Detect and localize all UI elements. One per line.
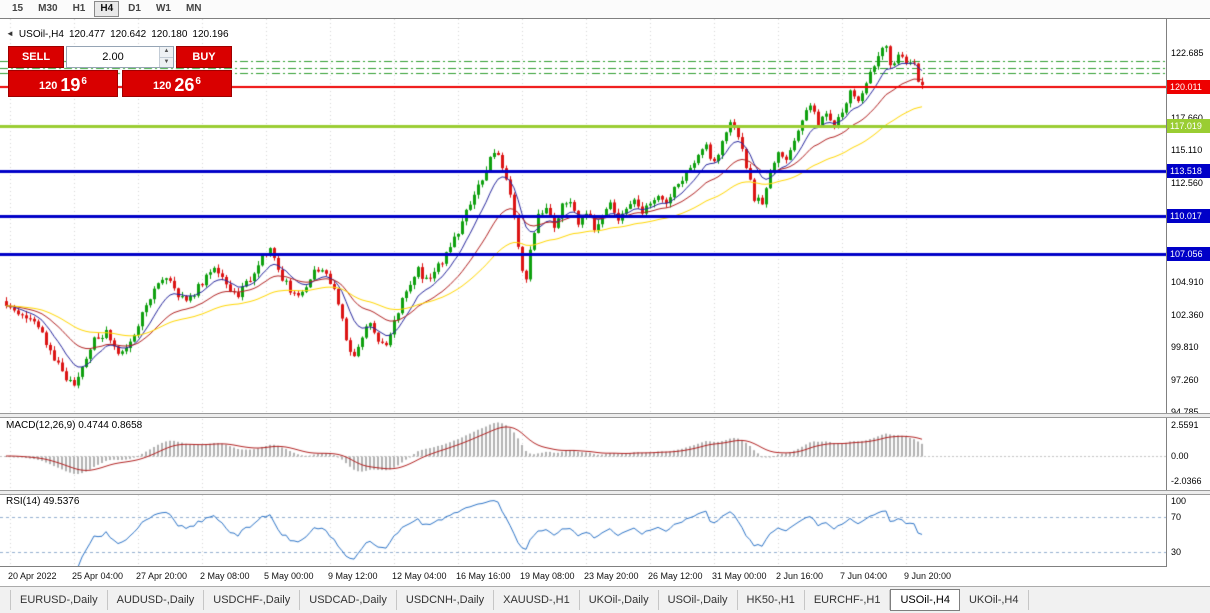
volume-spinner[interactable]: 2.00 ▲ ▼: [66, 46, 174, 68]
bid-price-point: 6: [81, 76, 87, 87]
ohlc-high: 120.642: [110, 29, 147, 40]
chart-symbol-title: USOil-,H4: [18, 29, 64, 40]
ohlc-low: 120.180: [151, 29, 188, 40]
macd-axis-tick: 0.00: [1171, 451, 1189, 461]
chart-tab-eurusd-daily[interactable]: EURUSD-,Daily: [10, 590, 108, 610]
price-axis-tick: 117.660: [1171, 113, 1203, 123]
price-level-badge[interactable]: 117.019: [1167, 119, 1210, 133]
macd-axis-tick: 2.5591: [1171, 420, 1199, 430]
chart-tab-hk50-h1[interactable]: HK50-,H1: [738, 590, 805, 610]
rsi-axis-tick: 30: [1171, 547, 1182, 557]
time-axis-label: 16 May 16:00: [456, 571, 511, 581]
chart-tab-usdcnh-daily[interactable]: USDCNH-,Daily: [397, 590, 495, 610]
price-level-badge[interactable]: 113.518: [1167, 164, 1210, 178]
timeframe-button-15[interactable]: 15: [12, 3, 24, 14]
time-axis-label: 9 May 12:00: [328, 571, 378, 581]
chart-tab-bar: EURUSD-,Daily AUDUSD-,Daily USDCHF-,Daily U…: [0, 586, 1210, 613]
volume-increase-icon[interactable]: ▲: [160, 47, 173, 58]
price-axis-tick: 99.810: [1171, 342, 1199, 352]
time-axis-label: 5 May 00:00: [264, 571, 314, 581]
time-axis-label: 25 Apr 04:00: [72, 571, 124, 581]
price-chart-canvas[interactable]: [0, 19, 1166, 567]
panel-divider[interactable]: [0, 413, 1210, 418]
time-axis-label: 2 May 08:00: [200, 571, 250, 581]
price-axis-tick: 112.560: [1171, 178, 1203, 188]
volume-spin-buttons: ▲ ▼: [159, 47, 173, 67]
rsi-axis-tick: 70: [1171, 512, 1182, 522]
chart-tab-audusd-daily[interactable]: AUDUSD-,Daily: [108, 590, 205, 610]
sell-price-box[interactable]: 120 19 6: [8, 70, 118, 97]
ask-price-main: 120: [153, 80, 172, 92]
price-axis: 122.685 117.660 115.110 112.560 104.910 102.3…: [1166, 19, 1210, 567]
timeframe-button-h4[interactable]: H4: [94, 1, 120, 17]
price-axis-tick: 104.910: [1171, 277, 1204, 287]
macd-axis-tick: -2.0366: [1171, 476, 1202, 486]
one-click-trade-panel: SELL 2.00 ▲ ▼ BUY 120 19 6 120 26 6: [8, 46, 232, 97]
bid-price-main: 120: [39, 80, 58, 92]
timeframe-toolbar: 15 M30 H1 H4 D1 W1 MN: [0, 0, 1210, 18]
macd-indicator-label: MACD(12,26,9) 0.4744 0.8658: [6, 420, 143, 431]
rsi-indicator-label: RSI(14) 49.5376: [6, 496, 80, 507]
symbol-collapse-icon[interactable]: ◄: [6, 29, 14, 38]
price-axis-tick: 97.260: [1171, 375, 1199, 385]
chart-ohlc-header: ◄ USOil-,H4 120.477 120.642 120.180 120.…: [6, 29, 229, 40]
price-level-badge[interactable]: 107.056: [1167, 247, 1210, 261]
time-axis-label: 20 Apr 2022: [8, 571, 57, 581]
time-axis-label: 27 Apr 20:00: [136, 571, 188, 581]
time-axis-label: 31 May 00:00: [712, 571, 767, 581]
volume-decrease-icon[interactable]: ▼: [160, 57, 173, 67]
time-axis-label: 19 May 08:00: [520, 571, 575, 581]
time-axis: 20 Apr 2022 25 Apr 04:00 27 Apr 20:00 2 May…: [0, 566, 1210, 586]
chart-tab-ukoil-h4[interactable]: UKOil-,H4: [960, 590, 1029, 610]
timeframe-button-w1[interactable]: W1: [155, 3, 171, 14]
time-axis-label: 23 May 20:00: [584, 571, 639, 581]
timeframe-button-h1[interactable]: H1: [72, 3, 86, 14]
buy-price-box[interactable]: 120 26 6: [122, 70, 232, 97]
price-axis-tick: 102.360: [1171, 310, 1204, 320]
timeframe-button-d1[interactable]: D1: [128, 3, 141, 14]
time-axis-label: 2 Jun 16:00: [776, 571, 824, 581]
ask-price-pips: 26: [174, 75, 195, 95]
ask-price-point: 6: [195, 76, 201, 87]
time-axis-label: 9 Jun 20:00: [904, 571, 952, 581]
time-axis-label: 7 Jun 04:00: [840, 571, 888, 581]
volume-value[interactable]: 2.00: [102, 51, 124, 63]
buy-button[interactable]: BUY: [176, 46, 232, 68]
price-axis-tick: 115.110: [1171, 145, 1203, 155]
sell-button[interactable]: SELL: [8, 46, 64, 68]
time-axis-label: 12 May 04:00: [392, 571, 447, 581]
price-level-badge[interactable]: 110.017: [1167, 209, 1210, 223]
chart-window: ◄ USOil-,H4 120.477 120.642 120.180 120.…: [0, 18, 1210, 567]
chart-tab-usdcad-daily[interactable]: USDCAD-,Daily: [300, 590, 397, 610]
price-axis-tick: 122.685: [1171, 48, 1204, 58]
chart-tab-xauusd-h1[interactable]: XAUUSD-,H1: [494, 590, 580, 610]
chart-tab-ukoil-daily[interactable]: UKOil-,Daily: [580, 590, 659, 610]
chart-tab-usdchf-daily[interactable]: USDCHF-,Daily: [204, 590, 301, 610]
chart-tab-usoil-h4[interactable]: USOil-,H4: [890, 589, 960, 611]
chart-tab-usoil-daily[interactable]: USOil-,Daily: [659, 590, 738, 610]
chart-tab-eurchf-h1[interactable]: EURCHF-,H1: [805, 590, 891, 610]
price-level-badge[interactable]: 120.011: [1167, 80, 1210, 94]
panel-divider[interactable]: [0, 490, 1210, 495]
timeframe-button-m30[interactable]: M30: [38, 3, 58, 14]
price-axis-tick: 94.785: [1171, 407, 1199, 417]
timeframe-button-mn[interactable]: MN: [185, 3, 202, 14]
time-axis-label: 26 May 12:00: [648, 571, 703, 581]
ohlc-open: 120.477: [68, 29, 106, 40]
rsi-axis-tick: 100: [1171, 496, 1187, 506]
bid-price-pips: 19: [60, 75, 81, 95]
ohlc-close: 120.196: [192, 29, 229, 40]
